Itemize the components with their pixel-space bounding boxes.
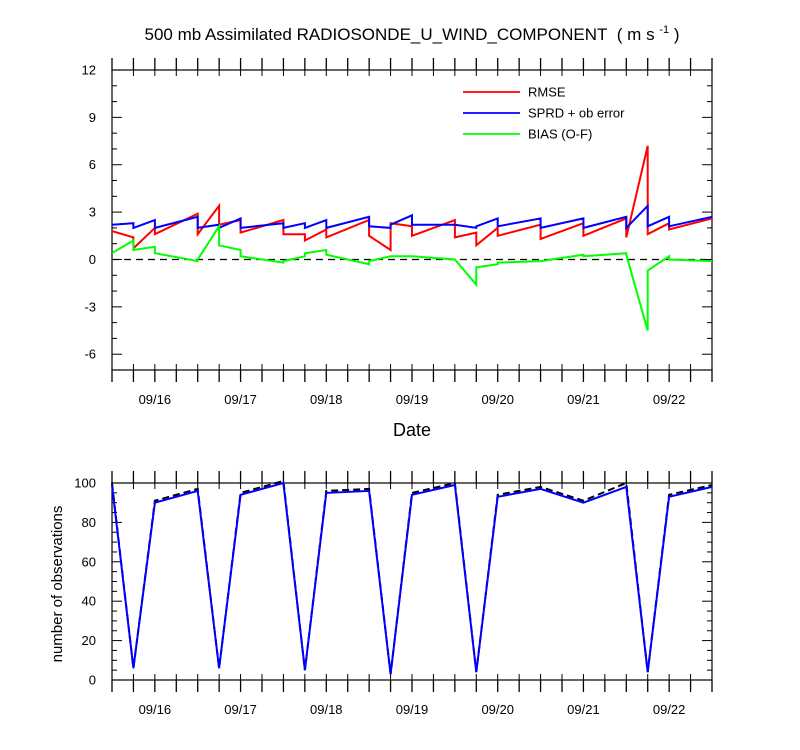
- chart-title: 500 mb Assimilated RADIOSONDE_U_WIND_COM…: [144, 18, 679, 44]
- x-tick-label: 09/17: [224, 702, 257, 717]
- x-tick-label: 09/20: [481, 392, 514, 407]
- series-line-solid-1: [111, 481, 713, 675]
- x-axis-label: Date: [393, 420, 431, 440]
- legend-label: SPRD + ob error: [528, 106, 625, 121]
- y-tick-label: 100: [74, 476, 96, 491]
- y-tick-label: 40: [82, 594, 96, 609]
- x-tick-label: 09/21: [567, 702, 600, 717]
- y-tick-label: 0: [89, 673, 96, 688]
- x-tick-label: 09/18: [310, 702, 343, 717]
- y-tick-label: -3: [84, 299, 96, 314]
- bottom-plot: 0 20 40 60 80 100 09/16 09/17 09/18 09/19 09/20 09/…: [74, 471, 713, 717]
- y-tick-label: 3: [89, 205, 96, 220]
- x-tick-label: 09/17: [224, 392, 257, 407]
- top-plot: -6 -3 0 3 6 9 12 09/16 09/17 09/18 09/19 09/20 09/21…: [82, 58, 713, 407]
- y-tick-label: -6: [84, 347, 96, 362]
- series-line-sprd-ob-error: [111, 203, 713, 231]
- legend-label: RMSE: [528, 85, 566, 100]
- y-tick-label: 0: [89, 252, 96, 267]
- y-tick-label: 80: [82, 515, 96, 530]
- x-tick-label: 09/16: [139, 702, 172, 717]
- x-tick-label: 09/20: [481, 702, 514, 717]
- series-line-bias-o-f: [111, 222, 713, 331]
- y-tick-label: 12: [82, 63, 96, 78]
- series-line-dashed-0: [111, 479, 713, 675]
- y-axis-label-observations: number of observations: [49, 506, 66, 663]
- series-line-rmse: [111, 145, 713, 252]
- y-tick-label: 6: [89, 157, 96, 172]
- y-tick-label: 9: [89, 110, 96, 125]
- x-tick-label: 09/18: [310, 392, 343, 407]
- y-tick-label: 20: [82, 633, 96, 648]
- x-tick-label: 09/22: [653, 392, 686, 407]
- x-tick-label: 09/16: [139, 392, 172, 407]
- legend-label: BIAS (O-F): [528, 127, 592, 142]
- x-tick-label: 09/22: [653, 702, 686, 717]
- x-tick-label: 09/21: [567, 392, 600, 407]
- x-tick-label: 09/19: [396, 702, 429, 717]
- y-tick-label: 60: [82, 554, 96, 569]
- x-tick-label: 09/19: [396, 392, 429, 407]
- plot-frame: [111, 482, 713, 681]
